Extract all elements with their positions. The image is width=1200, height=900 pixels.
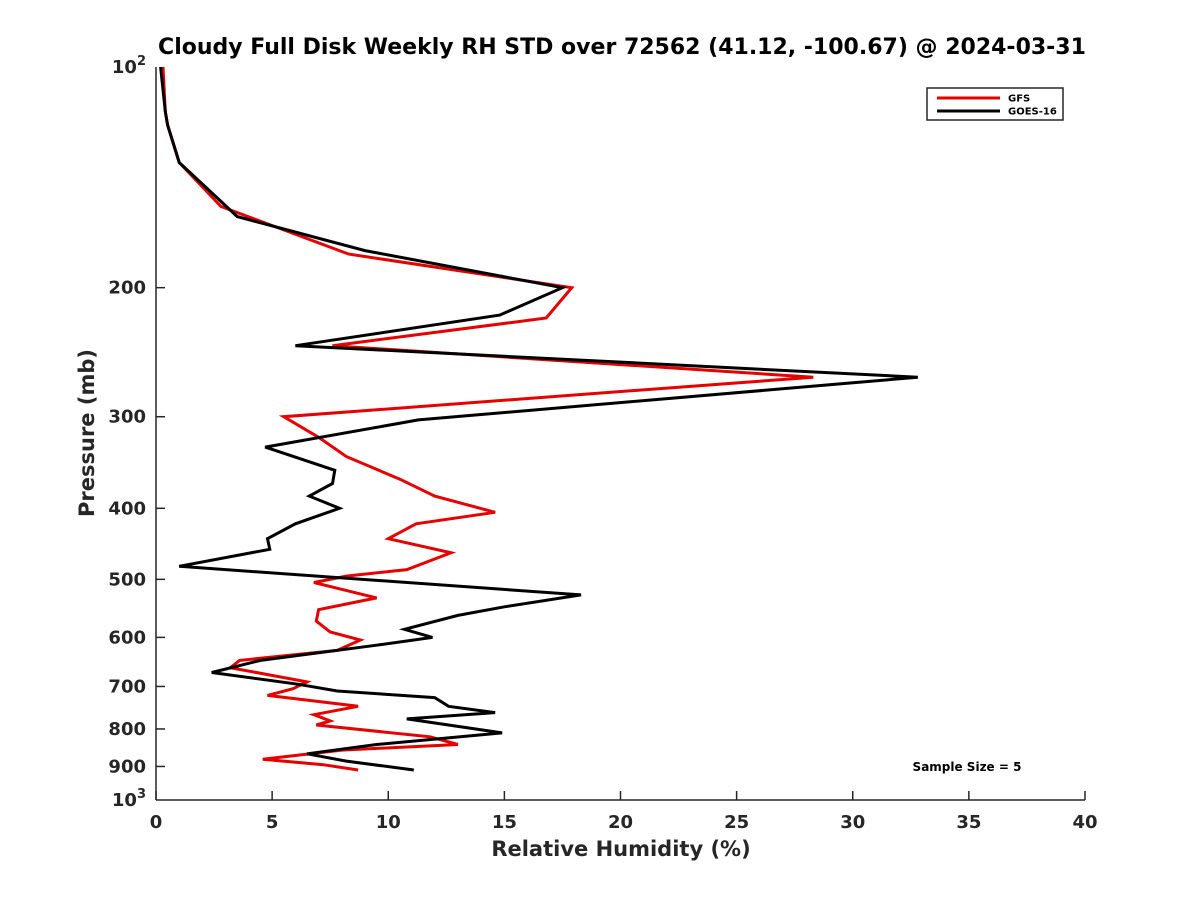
x-tick-label: 15 bbox=[492, 812, 517, 833]
x-tick-label: 10 bbox=[376, 812, 401, 833]
x-tick-label: 35 bbox=[956, 812, 981, 833]
legend-box bbox=[926, 87, 1064, 121]
sample-size-annotation: Sample Size = 5 bbox=[913, 760, 1022, 774]
series-line-goes-16 bbox=[159, 66, 918, 772]
y-tick-label: 400 bbox=[108, 498, 146, 519]
y-tick-label: 200 bbox=[108, 278, 146, 299]
y-tick-label: 700 bbox=[108, 676, 146, 697]
x-tick-label: 25 bbox=[724, 812, 749, 833]
y-tick-label-bottom: 103 bbox=[112, 787, 146, 811]
y-tick-label-top: 102 bbox=[112, 54, 146, 78]
x-axis-label: Relative Humidity (%) bbox=[491, 837, 750, 861]
series-layer bbox=[159, 66, 918, 772]
y-axis-label: Pressure (mb) bbox=[75, 349, 99, 517]
x-tick-label: 40 bbox=[1072, 812, 1097, 833]
chart-title: Cloudy Full Disk Weekly RH STD over 7256… bbox=[158, 35, 1086, 60]
y-tick-label: 900 bbox=[108, 756, 146, 777]
y-tick-label: 500 bbox=[108, 569, 146, 590]
x-tick-label: 0 bbox=[150, 812, 163, 833]
x-tick-label: 30 bbox=[840, 812, 865, 833]
series-line-gfs bbox=[161, 66, 814, 772]
y-tick-label: 800 bbox=[108, 719, 146, 740]
x-tick-label: 20 bbox=[608, 812, 633, 833]
axes: 0 5 10 15 20 25 30 35 40 200 300 400 500 600 700 800 900… bbox=[108, 54, 1097, 833]
legend-label-goes-16: GOES-16 bbox=[1008, 107, 1057, 118]
x-tick-label: 5 bbox=[266, 812, 279, 833]
legend: GFS GOES-16 bbox=[926, 87, 1064, 121]
legend-label-gfs: GFS bbox=[1008, 94, 1030, 105]
y-tick-label: 600 bbox=[108, 627, 146, 648]
y-tick-label: 300 bbox=[108, 407, 146, 428]
